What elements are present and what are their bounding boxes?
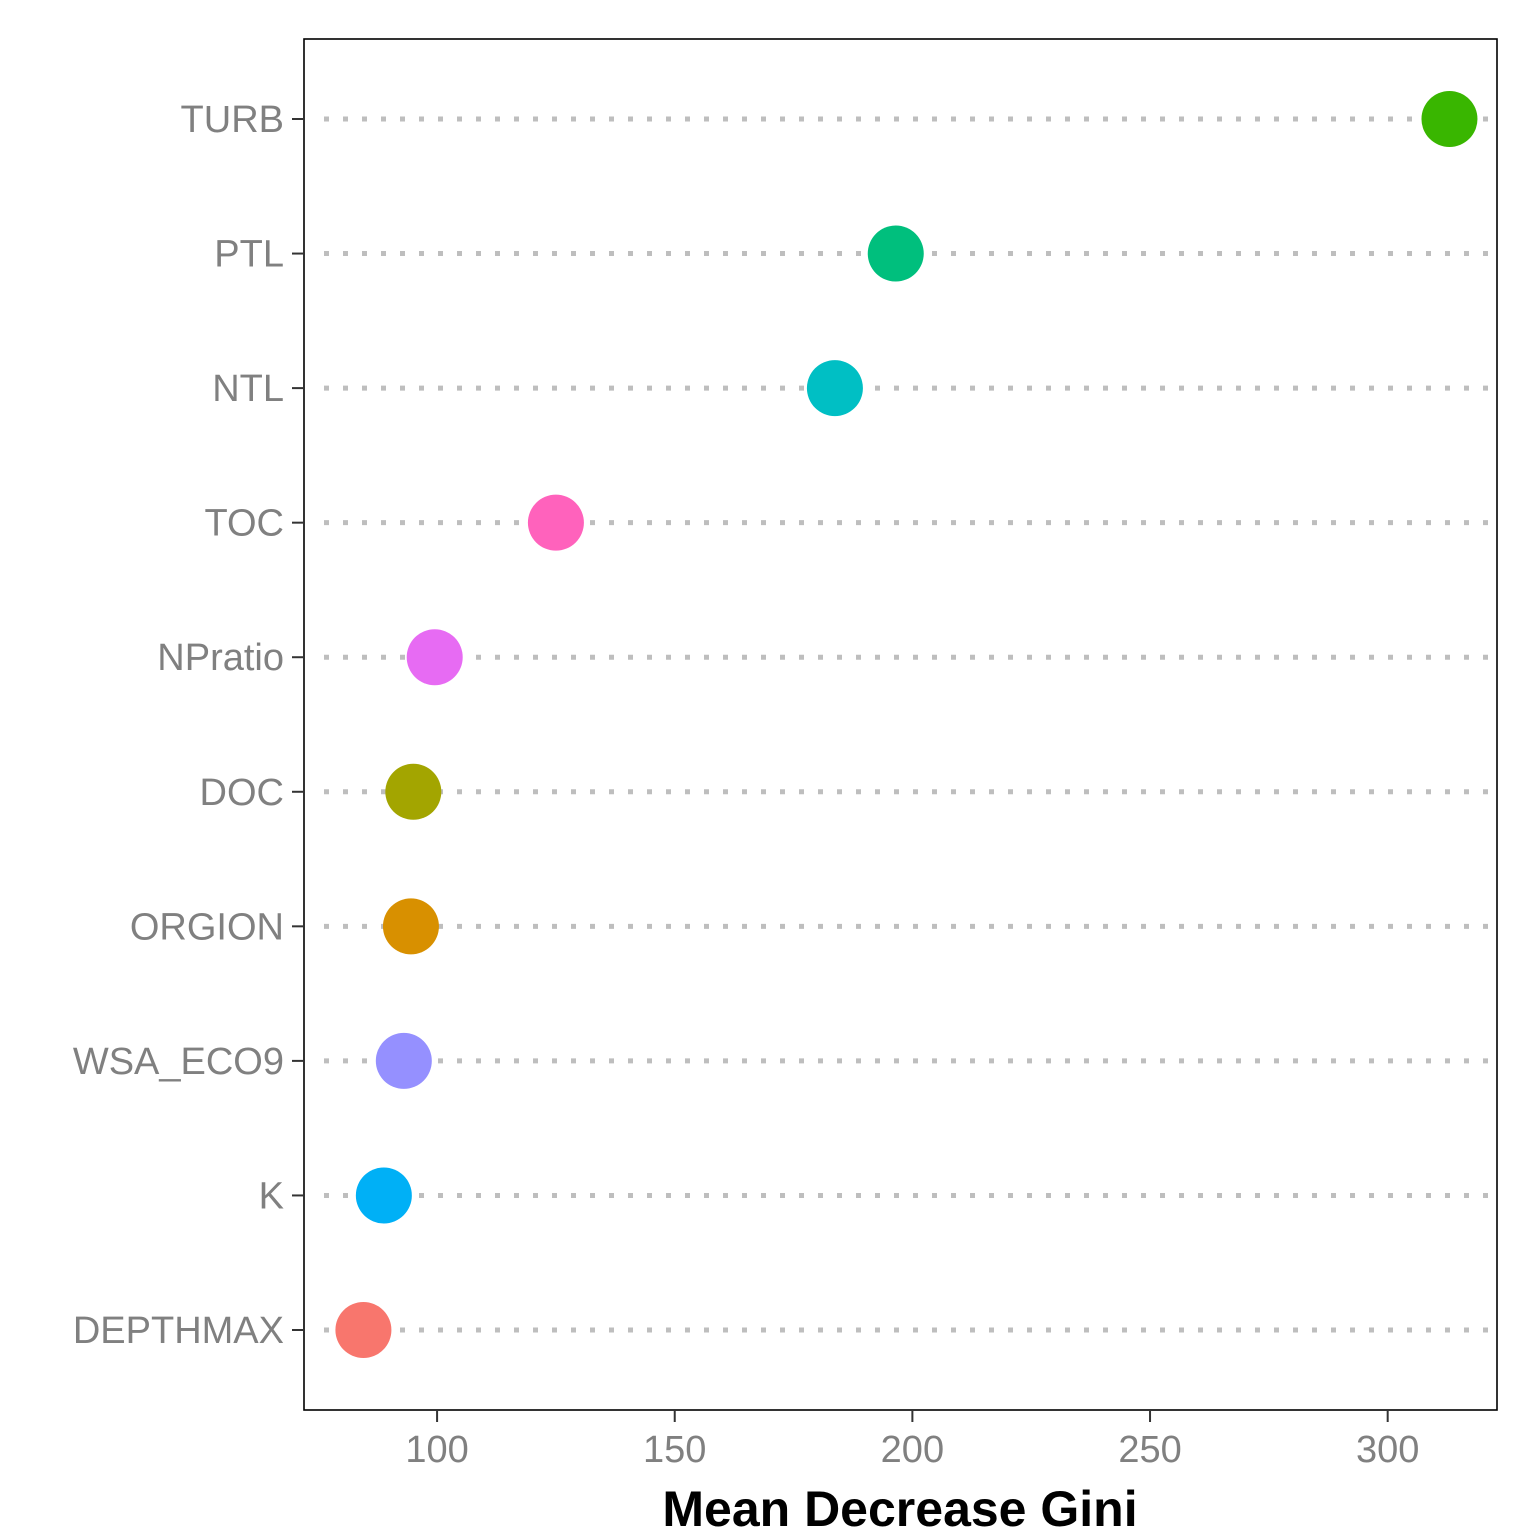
y-tick-label-TOC: TOC: [204, 503, 284, 545]
y-tick-label-WSA_ECO9: WSA_ECO9: [73, 1041, 284, 1083]
x-tick-label-200: 200: [881, 1429, 944, 1471]
point-K: [355, 1167, 412, 1224]
y-tick-label-NPratio: NPratio: [157, 637, 284, 679]
point-TURB: [1421, 91, 1478, 147]
y-tick-label-DEPTHMAX: DEPTHMAX: [73, 1310, 284, 1352]
y-axis: DEPTHMAX K WSA_ECO9 ORGION DOC NPratio TOC NTL P…: [73, 99, 304, 1352]
y-tick-label-ORGION: ORGION: [130, 906, 284, 948]
y-tick-label-K: K: [259, 1175, 284, 1217]
point-NPratio: [406, 629, 463, 686]
data-points: [335, 91, 1478, 1358]
x-axis: 100 150 200 250 300: [405, 1410, 1419, 1471]
y-tick-label-PTL: PTL: [214, 234, 284, 276]
x-axis-title: Mean Decrease Gini: [662, 1481, 1137, 1536]
point-TOC: [527, 494, 584, 551]
x-tick-label-150: 150: [643, 1429, 706, 1471]
point-DEPTHMAX: [335, 1302, 392, 1358]
plot-panel-border: [303, 38, 1498, 1411]
guide-lines: [324, 116, 1489, 1333]
x-tick-label-100: 100: [405, 1429, 468, 1471]
point-PTL: [867, 225, 924, 282]
point-ORGION: [382, 898, 439, 955]
y-tick-label-NTL: NTL: [212, 368, 284, 410]
point-NTL: [806, 360, 863, 417]
point-WSA_ECO9: [375, 1032, 432, 1089]
y-tick-label-TURB: TURB: [181, 99, 284, 141]
x-tick-label-300: 300: [1356, 1429, 1419, 1471]
x-tick-label-250: 250: [1118, 1429, 1181, 1471]
point-DOC: [385, 763, 442, 820]
y-tick-label-DOC: DOC: [200, 772, 284, 814]
